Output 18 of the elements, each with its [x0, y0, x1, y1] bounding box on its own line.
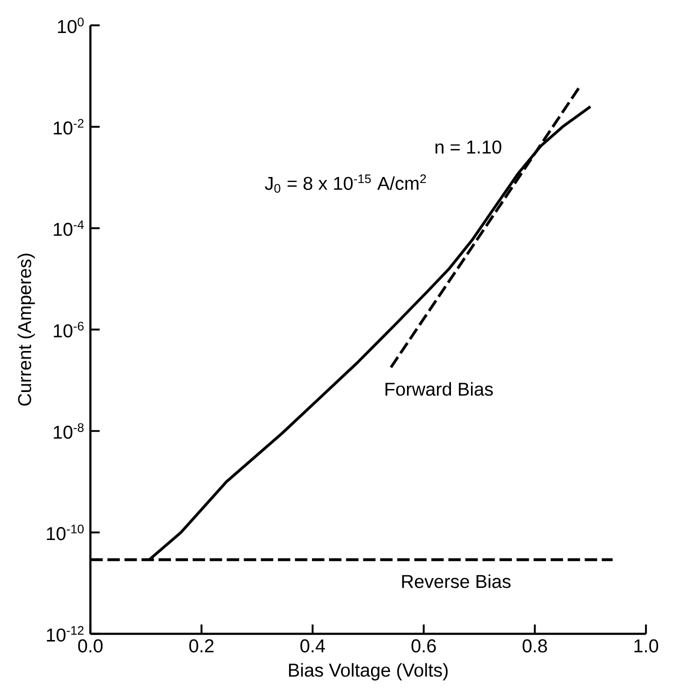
series-label: Reverse Bias [402, 574, 510, 588]
x-tick-label: 0.8 [522, 639, 547, 652]
x-tick-label: 0.0 [78, 639, 102, 652]
y-tick-label: 10$^{-2}$ [54, 118, 84, 135]
annotation: J$_{0}$ = 8 x 10$^{-15}$ A/cm$^{2}$ [264, 174, 426, 193]
y-tick-label: 10$^{0}$ [58, 18, 84, 34]
y-axis-title: Current (Amperes) [17, 254, 35, 406]
x-tick-label: 1.0 [634, 639, 658, 652]
y-tick-label: 10$^{-6}$ [54, 322, 84, 338]
annotation: n = 1.10 [435, 140, 502, 154]
x-axis-title: Bias Voltage (Volts) [288, 663, 448, 680]
y-tick-label: 10$^{-10}$ [46, 524, 84, 540]
x-tick-label: 0.4 [300, 639, 325, 652]
y-tick-label: 10$^{-8}$ [54, 423, 84, 439]
y-tick-label: 10$^{-4}$ [54, 220, 84, 236]
x-tick-label: 0.6 [411, 639, 436, 652]
x-tick-label: 0.2 [189, 639, 214, 652]
series-label: Forward Bias [385, 382, 493, 396]
